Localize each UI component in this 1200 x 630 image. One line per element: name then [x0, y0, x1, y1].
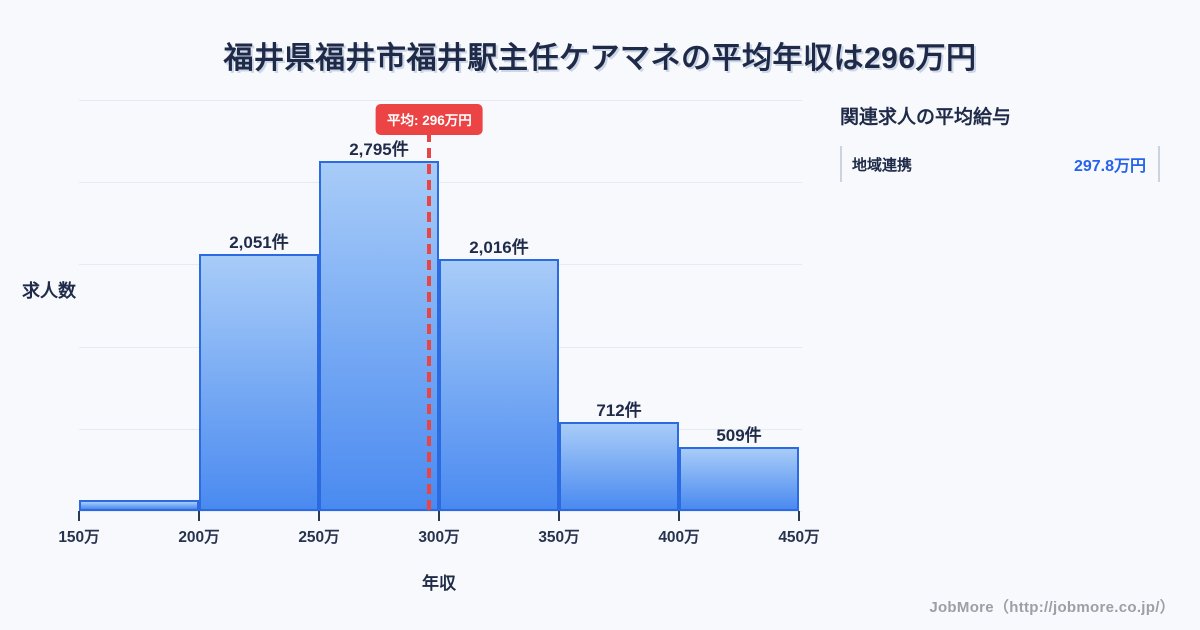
x-axis-tick-label: 400万: [658, 529, 700, 546]
x-axis-title: 年収: [422, 574, 456, 593]
related-job-value: 297.8万円: [1073, 158, 1146, 175]
y-axis-title: 求人数: [22, 281, 76, 301]
histogram-bar: [439, 259, 559, 511]
average-line: [427, 132, 432, 511]
x-axis-tick: [558, 511, 560, 521]
histogram-bar: [679, 447, 799, 511]
bar-value-label: 2,051件: [229, 233, 289, 252]
histogram-bar: [199, 254, 319, 511]
bar-value-label: 2,016件: [469, 238, 529, 257]
x-axis-tick-label: 450万: [778, 529, 820, 546]
x-axis-tick: [78, 511, 80, 521]
gridline: [79, 511, 802, 512]
related-job-row: 地域連携 297.8万円: [840, 146, 1160, 182]
bar-value-label: 509件: [716, 426, 762, 445]
related-job-label: 地域連携: [852, 156, 913, 174]
gridline: [79, 182, 802, 184]
histogram-bar: [559, 422, 679, 511]
bar-value-label: 712件: [596, 401, 642, 420]
x-axis-tick: [438, 511, 440, 521]
x-axis-tick: [198, 511, 200, 521]
x-axis-tick: [678, 511, 680, 521]
x-axis-tick-label: 250万: [298, 529, 340, 546]
x-axis-tick-label: 350万: [538, 529, 580, 546]
side-panel-heading: 関連求人の平均給与: [840, 107, 1012, 128]
page-title: 福井県福井市福井駅主任ケアマネの平均年収は296万円: [223, 42, 977, 75]
bar-value-label: 2,795件: [349, 140, 409, 159]
gridline: [79, 100, 802, 101]
x-axis-tick-label: 150万: [58, 529, 100, 546]
x-axis-tick: [798, 511, 800, 521]
x-axis-tick: [318, 511, 320, 521]
average-salary-badge: 平均: 296万円: [376, 104, 483, 135]
footer-credit: JobMore（http://jobmore.co.jp/）: [929, 599, 1175, 616]
plot-area: 2,051件 2,795件 2,016件 712件 509件 150万 200万 250万 30…: [58, 100, 820, 546]
x-axis-tick-label: 200万: [178, 529, 220, 546]
histogram-bar: [79, 500, 199, 511]
x-axis-tick-label: 300万: [418, 529, 460, 546]
histogram-bar: [319, 161, 439, 511]
